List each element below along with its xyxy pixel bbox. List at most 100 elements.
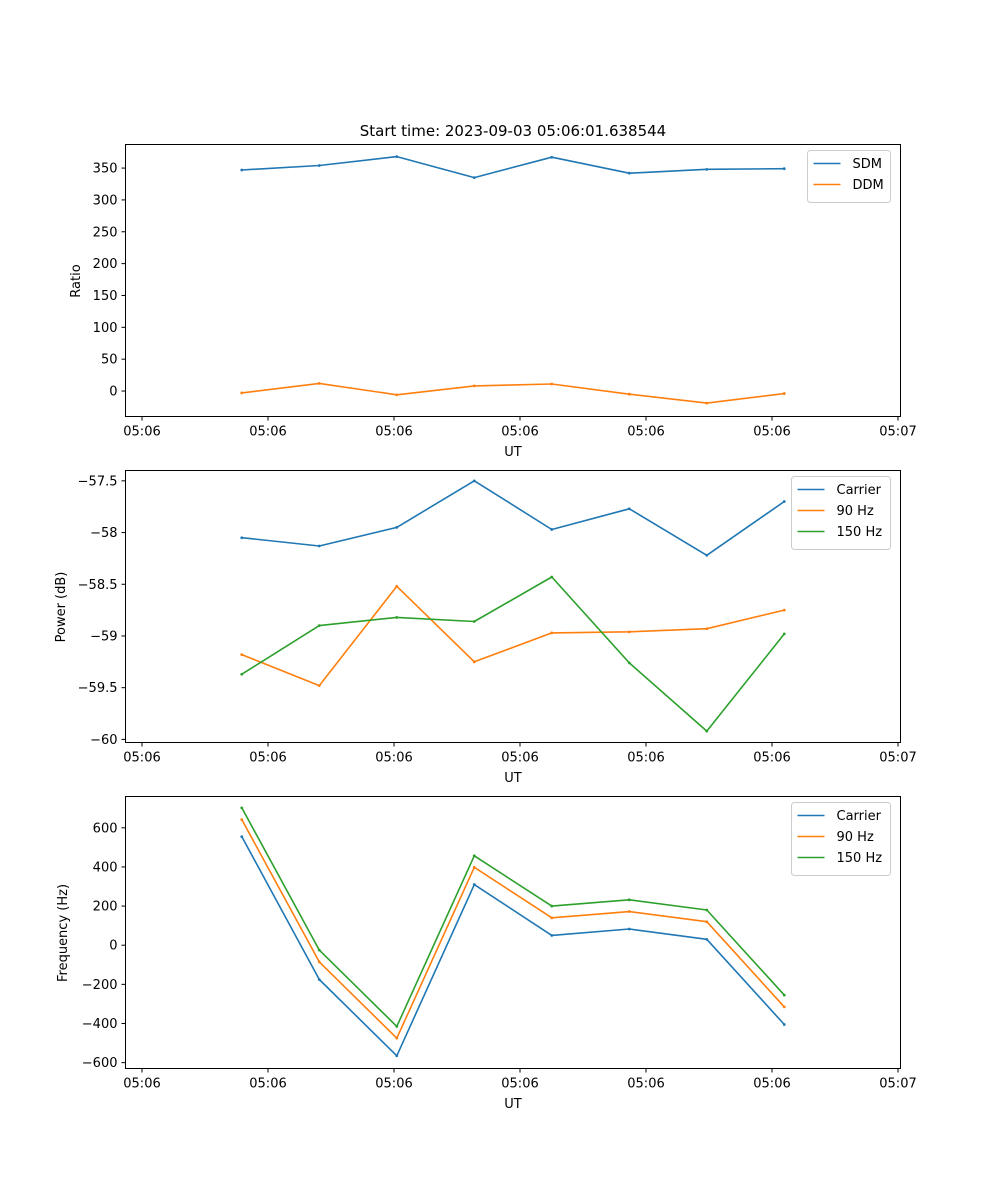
data-point-ddm [705, 401, 709, 405]
data-point-150-hz [782, 632, 786, 636]
data-point-carrier [705, 553, 709, 557]
legend-label: 150 Hz [837, 851, 883, 866]
data-point-carrier [627, 927, 631, 931]
x-tick-label: 05:06 [627, 751, 664, 766]
frequency-x-axis-label: UT [504, 1097, 522, 1112]
subplot-power: 05:06 05:06 05:06 05:06 05:06 05:06 05:07 −60−… [54, 470, 917, 786]
y-tick-label: 400 [93, 860, 118, 875]
y-tick-label: 200 [93, 900, 118, 915]
x-tick-label: 05:06 [249, 751, 286, 766]
data-point-carrier [395, 525, 399, 529]
series-line-150-hz [241, 576, 785, 732]
ratio-plot-area [240, 155, 786, 405]
x-tick-label: 05:06 [753, 751, 790, 766]
ratio-y-axis-label: Ratio [69, 264, 84, 297]
y-tick-label: −400 [82, 1017, 118, 1032]
data-point-90-hz [705, 920, 709, 924]
x-tick-label: 05:06 [375, 425, 412, 440]
data-point-ddm [395, 393, 399, 397]
frequency-axes-frame [125, 796, 901, 1069]
data-point-150-hz [395, 615, 399, 619]
data-point-150-hz [395, 1025, 399, 1028]
x-tick-label: 05:06 [123, 751, 160, 766]
y-tick-label: −58 [90, 526, 117, 541]
data-point-90-hz [472, 865, 476, 869]
y-tick-label: 50 [101, 353, 118, 368]
y-tick-label: 250 [93, 225, 118, 240]
data-point-150-hz [782, 993, 786, 997]
data-point-sdm [472, 176, 476, 180]
y-tick-label: −60 [90, 733, 117, 748]
data-point-90-hz [240, 818, 244, 821]
ratio-y-axis: 0 50 100 150 200 250 300 350 [93, 162, 126, 400]
data-point-150-hz [550, 575, 554, 579]
x-tick-label: 05:06 [501, 425, 538, 440]
data-point-150-hz [627, 661, 631, 665]
data-point-150-hz [705, 908, 709, 912]
ratio-legend: SDM DDM [807, 150, 891, 203]
power-y-axis-label: Power (dB) [54, 572, 69, 643]
data-point-sdm [317, 164, 321, 167]
data-point-carrier [317, 544, 321, 548]
subplot-ratio: 05:06 05:06 05:06 05:06 05:06 05:06 05:07 0 50 1… [69, 144, 917, 460]
x-tick-label: 05:06 [123, 1077, 160, 1092]
data-point-90-hz [782, 1005, 786, 1009]
y-tick-label: 350 [93, 162, 118, 177]
data-point-carrier [705, 937, 709, 941]
y-tick-label: −59 [90, 629, 117, 644]
x-tick-label: 05:06 [753, 425, 790, 440]
x-tick-label: 05:07 [879, 425, 916, 440]
series-line-ddm [241, 382, 785, 404]
legend-label: DDM [853, 178, 884, 193]
figure-title: Start time: 2023-09-03 05:06:01.638544 [360, 122, 666, 140]
series-line-carrier [241, 836, 785, 1057]
legend-label: Carrier [837, 809, 882, 824]
data-point-150-hz [705, 729, 709, 733]
data-point-90-hz [395, 584, 399, 588]
y-tick-label: −59.5 [78, 681, 118, 696]
data-point-150-hz [472, 620, 476, 623]
data-point-sdm [627, 171, 631, 175]
data-point-90-hz [782, 608, 786, 612]
data-point-150-hz [550, 904, 554, 908]
frequency-x-axis: 05:06 05:06 05:06 05:06 05:06 05:06 05:07 [123, 1068, 917, 1092]
y-tick-label: 200 [93, 257, 118, 272]
data-point-90-hz [240, 653, 244, 656]
y-tick-label: 300 [93, 193, 118, 208]
data-point-90-hz [317, 960, 321, 964]
data-point-150-hz [240, 806, 244, 810]
series-line-90-hz [241, 819, 785, 1039]
data-point-ddm [317, 381, 321, 385]
frequency-y-axis-label: Frequency (Hz) [56, 884, 71, 982]
legend-label: 90 Hz [837, 830, 874, 845]
data-point-carrier [782, 1023, 786, 1026]
y-tick-label: 600 [93, 821, 118, 836]
data-point-150-hz [627, 898, 631, 902]
y-tick-label: 0 [109, 385, 117, 400]
data-point-ddm [782, 392, 786, 395]
frequency-legend: Carrier 90 Hz 150 Hz [791, 802, 891, 876]
power-x-axis-label: UT [504, 771, 522, 786]
data-point-150-hz [317, 624, 321, 628]
x-tick-label: 05:06 [249, 1077, 286, 1092]
legend-label: 90 Hz [837, 504, 874, 519]
data-point-carrier [317, 978, 321, 981]
x-tick-label: 05:06 [249, 425, 286, 440]
frequency-plot-area [240, 806, 786, 1058]
y-tick-label: −600 [82, 1056, 118, 1071]
x-tick-label: 05:06 [627, 425, 664, 440]
ratio-x-axis-label: UT [504, 445, 522, 460]
data-point-carrier [395, 1054, 399, 1058]
data-point-sdm [240, 168, 244, 172]
data-point-carrier [240, 835, 244, 839]
y-tick-label: 150 [93, 289, 118, 304]
subplot-frequency: 05:06 05:06 05:06 05:06 05:06 05:06 05:07 −600… [56, 796, 917, 1112]
data-point-sdm [705, 167, 709, 171]
series-line-carrier [241, 479, 785, 557]
x-tick-label: 05:06 [753, 1077, 790, 1092]
power-plot-area [240, 479, 786, 733]
data-point-150-hz [240, 672, 244, 676]
data-point-carrier [782, 500, 786, 503]
x-tick-label: 05:07 [879, 751, 916, 766]
